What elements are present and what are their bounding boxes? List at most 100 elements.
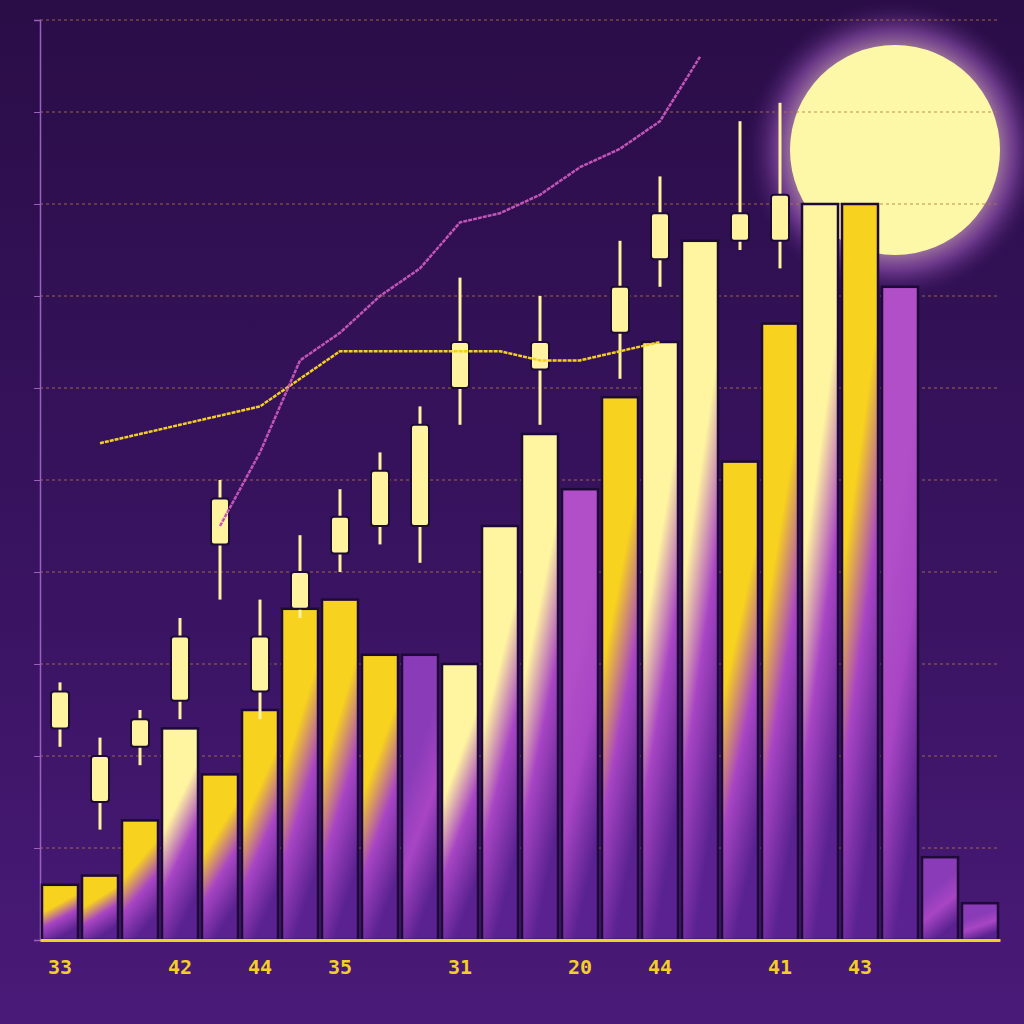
x-tick: 31	[448, 940, 472, 979]
candle	[611, 241, 629, 379]
bar	[162, 728, 198, 940]
candle-body	[371, 471, 389, 526]
bar	[442, 664, 478, 940]
x-tick: 43	[848, 940, 872, 979]
candle	[371, 452, 389, 544]
bar	[722, 462, 758, 940]
candle-body	[531, 342, 549, 370]
y-tick	[34, 940, 40, 941]
x-tick: 42	[168, 940, 192, 979]
bar	[482, 526, 518, 940]
bars	[42, 204, 998, 940]
candle	[331, 489, 349, 572]
x-tick: 35	[328, 940, 352, 979]
x-tick-label: 44	[248, 955, 272, 979]
candle-body	[91, 756, 109, 802]
y-tick-mark	[34, 756, 40, 757]
candlesticks	[51, 103, 789, 830]
y-tick	[34, 204, 40, 205]
chart: 33 42 44 35 31 20 44 41 43	[0, 0, 1024, 1024]
x-axis: 33 42 44 35 31 20 44 41 43	[41, 940, 1001, 979]
candle-body	[131, 719, 149, 747]
candle	[731, 121, 749, 250]
y-tick-mark	[34, 112, 40, 113]
candle-body	[291, 572, 309, 609]
y-tick-mark	[34, 940, 40, 941]
sun-glow	[745, 0, 1024, 300]
candle	[291, 535, 309, 618]
plot-area	[42, 57, 998, 940]
candle-body	[211, 498, 229, 544]
candle-body	[331, 517, 349, 554]
x-tick: 44	[248, 940, 272, 979]
line	[220, 57, 700, 526]
x-tick-label: 33	[48, 955, 72, 979]
candle-wick	[779, 103, 782, 269]
candle	[51, 682, 69, 746]
y-tick	[34, 480, 40, 481]
x-tick: 33	[48, 940, 72, 979]
candle-body	[731, 213, 749, 241]
candle-body	[451, 342, 469, 388]
candle-body	[51, 692, 69, 729]
y-tick	[34, 572, 40, 573]
bar	[522, 434, 558, 940]
candle-body	[611, 287, 629, 333]
line	[100, 342, 660, 443]
bar	[842, 204, 878, 940]
y-tick	[34, 296, 40, 297]
bar	[962, 903, 998, 940]
bar	[282, 609, 318, 940]
candle	[91, 738, 109, 830]
x-tick-label: 42	[168, 955, 192, 979]
candle-body	[651, 213, 669, 259]
bar	[202, 774, 238, 940]
candle-body	[771, 195, 789, 241]
x-tick: 44	[648, 940, 672, 979]
x-tick-label: 44	[648, 955, 672, 979]
bar	[642, 342, 678, 940]
y-tick-mark	[34, 572, 40, 573]
candle-body	[251, 636, 269, 691]
y-tick	[34, 756, 40, 757]
y-tick-mark	[34, 480, 40, 481]
y-tick-mark	[34, 848, 40, 849]
y-tick-mark	[34, 204, 40, 205]
bar	[562, 489, 598, 940]
bar	[122, 820, 158, 940]
grid-line	[40, 19, 1000, 21]
bar	[802, 204, 838, 940]
x-tick-label: 41	[768, 955, 792, 979]
y-tick	[34, 664, 40, 665]
candle-body	[171, 636, 189, 700]
y-tick-mark	[34, 664, 40, 665]
candle	[651, 176, 669, 286]
candle	[251, 600, 269, 720]
y-tick	[34, 848, 40, 849]
y-tick	[34, 112, 40, 113]
x-tick-label: 20	[568, 955, 592, 979]
bar	[42, 885, 78, 940]
bar	[922, 857, 958, 940]
x-axis-line	[41, 939, 1001, 942]
bar	[682, 241, 718, 940]
bar	[82, 876, 118, 940]
candle	[131, 710, 149, 765]
grid-line	[40, 939, 1000, 941]
x-tick-label: 31	[448, 955, 472, 979]
y-axis	[34, 21, 41, 941]
y-tick	[34, 20, 40, 21]
grid	[40, 20, 1000, 940]
x-tick: 41	[768, 940, 792, 979]
bar	[322, 600, 358, 940]
y-tick-mark	[34, 388, 40, 389]
candle	[171, 618, 189, 719]
x-tick-label: 43	[848, 955, 872, 979]
bar	[402, 655, 438, 940]
x-tick: 20	[568, 940, 592, 979]
bar	[242, 710, 278, 940]
x-tick-label: 35	[328, 955, 352, 979]
y-axis-line	[34, 21, 41, 941]
y-tick-mark	[34, 296, 40, 297]
bar	[362, 655, 398, 940]
